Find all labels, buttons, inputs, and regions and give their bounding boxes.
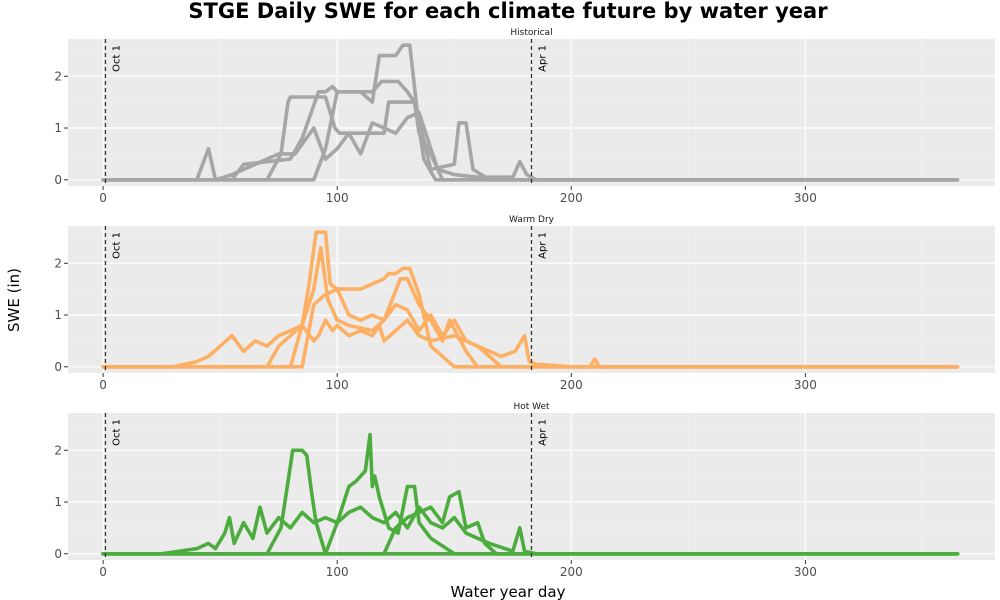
x-tick-label: 0 [99, 378, 107, 392]
y-tick-label: 0 [54, 360, 62, 374]
series-line-4 [101, 489, 960, 556]
x-tick-label: 0 [99, 565, 107, 579]
panel-strip-label: Historical [510, 28, 552, 38]
series-line-1 [101, 505, 960, 556]
x-tick-label: 200 [560, 191, 583, 205]
x-tick-label: 100 [326, 378, 349, 392]
series-line-3 [101, 43, 960, 182]
reference-line-label: Apr 1 [538, 419, 549, 446]
reference-line-label: Oct 1 [111, 45, 122, 72]
chart-title: STGE Daily SWE for each climate future b… [188, 0, 828, 23]
x-tick-label: 200 [560, 378, 583, 392]
reference-line-label: Oct 1 [111, 419, 122, 446]
y-tick-label: 1 [54, 308, 62, 322]
y-tick-label: 0 [54, 173, 62, 187]
panel-strip-label: Warm Dry [509, 215, 555, 225]
reference-line-label: Apr 1 [538, 232, 549, 259]
x-axis-title: Water year day [451, 583, 566, 600]
series-line-2 [101, 230, 960, 369]
x-tick-label: 300 [794, 565, 817, 579]
panel-historical: Historical Oct 1 Apr 1 0 1 2 0 100 200 300 [54, 28, 995, 205]
x-tick-label: 100 [326, 191, 349, 205]
reference-line-label: Apr 1 [538, 45, 549, 72]
y-tick-label: 2 [54, 256, 62, 270]
x-tick-label: 100 [326, 565, 349, 579]
series-line-3 [101, 432, 960, 556]
y-tick-label: 2 [54, 69, 62, 83]
y-tick-label: 0 [54, 547, 62, 561]
x-tick-label: 0 [99, 191, 107, 205]
y-tick-label: 1 [54, 121, 62, 135]
x-tick-label: 200 [560, 565, 583, 579]
y-axis-title: SWE (in) [5, 268, 23, 332]
y-tick-label: 2 [54, 443, 62, 457]
series-line-2 [101, 448, 960, 556]
x-tick-label: 300 [794, 191, 817, 205]
series-line-1 [101, 318, 960, 369]
panel-hot-wet: Hot Wet Oct 1 Apr 1 0 1 2 0 100 200 300 [54, 402, 995, 579]
y-tick-label: 1 [54, 495, 62, 509]
panel-warm-dry: Warm Dry Oct 1 Apr 1 0 1 2 0 100 200 300 [54, 215, 995, 392]
x-tick-label: 300 [794, 378, 817, 392]
series-line-4 [101, 79, 960, 182]
series-line-1 [101, 110, 960, 182]
reference-line-label: Oct 1 [111, 232, 122, 259]
panel-strip-label: Hot Wet [513, 402, 550, 412]
series-line-4 [101, 245, 960, 369]
